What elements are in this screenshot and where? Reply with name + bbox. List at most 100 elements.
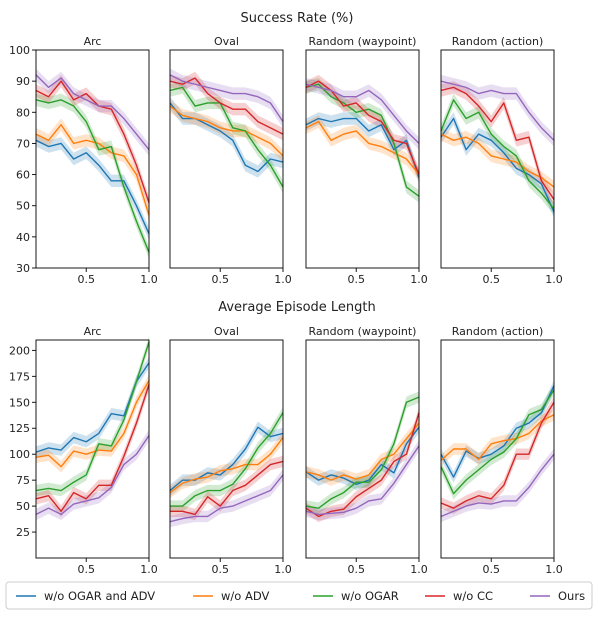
line-w-o-adv	[440, 133, 555, 188]
panel-frame	[440, 49, 555, 269]
line-ours	[35, 435, 150, 516]
line-w-o-cc	[305, 80, 420, 175]
line-w-o-ogar-and-adv	[35, 139, 150, 235]
row-title-episode-length: Average Episode Length	[218, 300, 376, 315]
line-w-o-ogar	[440, 389, 555, 495]
panel-0-random-action: Random (action) 0.5 1.0	[440, 35, 563, 286]
panel-1-arc: Arc 0.5 1.0 25 50 75 100 125 150 175 200	[9, 325, 158, 576]
line-w-o-cc	[170, 460, 284, 516]
x-tick-label: 1.0	[545, 273, 563, 286]
y-tick-label: 75	[16, 474, 30, 487]
band-w-o-adv	[170, 99, 283, 163]
panel-frame	[305, 339, 420, 559]
band-ours	[441, 448, 554, 523]
legend-label: w/o CC	[453, 589, 493, 603]
line-ours	[169, 474, 284, 523]
band-w-o-ogar	[306, 78, 419, 203]
band-w-o-ogar-and-adv	[306, 421, 419, 491]
line-w-o-adv	[305, 120, 420, 176]
legend-item-w-o-adv: w/o ADV	[193, 589, 269, 603]
band-w-o-ogar-and-adv	[441, 112, 554, 219]
panel-1-random-waypoint: Random (waypoint) 0.5 1.0	[305, 325, 428, 576]
y-tick-label: 175	[9, 370, 30, 383]
panel-title: Arc	[84, 35, 102, 48]
band-w-o-ogar	[36, 336, 149, 497]
y-tick-label: 150	[9, 396, 30, 409]
line-ours	[305, 445, 420, 516]
legend-label: Ours	[558, 589, 585, 603]
x-tick-label: 0.5	[347, 563, 365, 576]
panel-title: Random (waypoint)	[309, 325, 417, 338]
x-tick-label: 1.0	[274, 563, 292, 576]
y-tick-label: 30	[16, 262, 30, 275]
band-w-o-cc	[170, 455, 283, 521]
y-tick-label: 40	[16, 231, 30, 244]
band-w-o-ogar	[306, 391, 419, 514]
line-ours	[440, 80, 555, 141]
band-w-o-adv	[441, 127, 554, 194]
legend-label: w/o ADV	[221, 589, 269, 603]
x-tick-label: 1.0	[410, 563, 428, 576]
line-w-o-ogar	[440, 99, 555, 210]
panel-title: Oval	[214, 325, 239, 338]
line-w-o-adv	[169, 437, 284, 494]
x-tick-label: 0.5	[482, 273, 500, 286]
row-title-success-rate: Success Rate (%)	[241, 11, 354, 26]
x-tick-label: 0.5	[77, 273, 95, 286]
line-w-o-ogar	[305, 83, 420, 197]
band-ours	[36, 429, 149, 521]
panel-frame	[305, 49, 420, 269]
line-w-o-adv	[440, 414, 555, 461]
line-w-o-ogar	[170, 412, 284, 507]
panel-frame	[169, 49, 284, 269]
legend-item-w-o-ogar-and-adv: w/o OGAR and ADV	[16, 589, 155, 603]
legend-item-w-o-ogar: w/o OGAR	[313, 589, 399, 603]
y-tick-label: 70	[16, 137, 30, 150]
band-ours	[170, 68, 283, 128]
y-tick-label: 100	[9, 44, 30, 57]
line-w-o-ogar-and-adv	[440, 117, 555, 213]
y-tick-label: 50	[16, 500, 30, 513]
band-w-o-ogar	[36, 93, 149, 259]
y-tick-label: 80	[16, 106, 30, 119]
x-tick-label: 1.0	[410, 273, 428, 286]
x-tick-label: 0.5	[211, 563, 229, 576]
line-w-o-cc	[169, 77, 284, 135]
y-tick-label: 200	[9, 344, 30, 357]
line-w-o-adv	[305, 422, 420, 481]
line-ours	[35, 74, 150, 151]
panel-title: Oval	[214, 35, 239, 48]
band-w-o-cc	[306, 406, 419, 523]
band-w-o-adv	[36, 118, 149, 222]
panel-title: Arc	[84, 325, 102, 338]
line-w-o-ogar	[35, 341, 150, 492]
panel-title: Random (action)	[452, 325, 543, 338]
band-w-o-cc	[441, 396, 554, 514]
band-ours	[306, 78, 419, 150]
line-w-o-ogar	[169, 86, 284, 188]
panel-frame	[440, 339, 555, 559]
x-tick-label: 0.5	[77, 563, 95, 576]
y-tick-label: 100	[9, 448, 30, 461]
line-w-o-cc	[35, 80, 150, 203]
panel-frame	[35, 339, 150, 559]
y-tick-label: 60	[16, 169, 30, 182]
line-w-o-ogar	[305, 396, 420, 509]
panel-0-oval: Oval 0.5 1.0	[169, 35, 292, 286]
line-w-o-cc	[35, 384, 150, 512]
band-ours	[170, 469, 283, 528]
band-w-o-ogar	[441, 384, 554, 500]
panel-1-random-action: Random (action) 0.5 1.0	[440, 325, 563, 576]
y-tick-label: 50	[16, 200, 30, 213]
x-tick-label: 1.0	[140, 563, 158, 576]
y-tick-label: 125	[9, 422, 30, 435]
band-w-o-ogar	[170, 406, 283, 512]
panel-0-arc: Arc 0.5 1.0 30 40 50 60 70 80 90 100	[9, 35, 158, 286]
line-ours	[440, 453, 555, 518]
line-w-o-ogar-and-adv	[169, 102, 284, 173]
x-tick-label: 0.5	[347, 273, 365, 286]
line-ours	[169, 74, 284, 123]
y-tick-label: 25	[16, 526, 30, 539]
x-tick-label: 1.0	[545, 563, 563, 576]
